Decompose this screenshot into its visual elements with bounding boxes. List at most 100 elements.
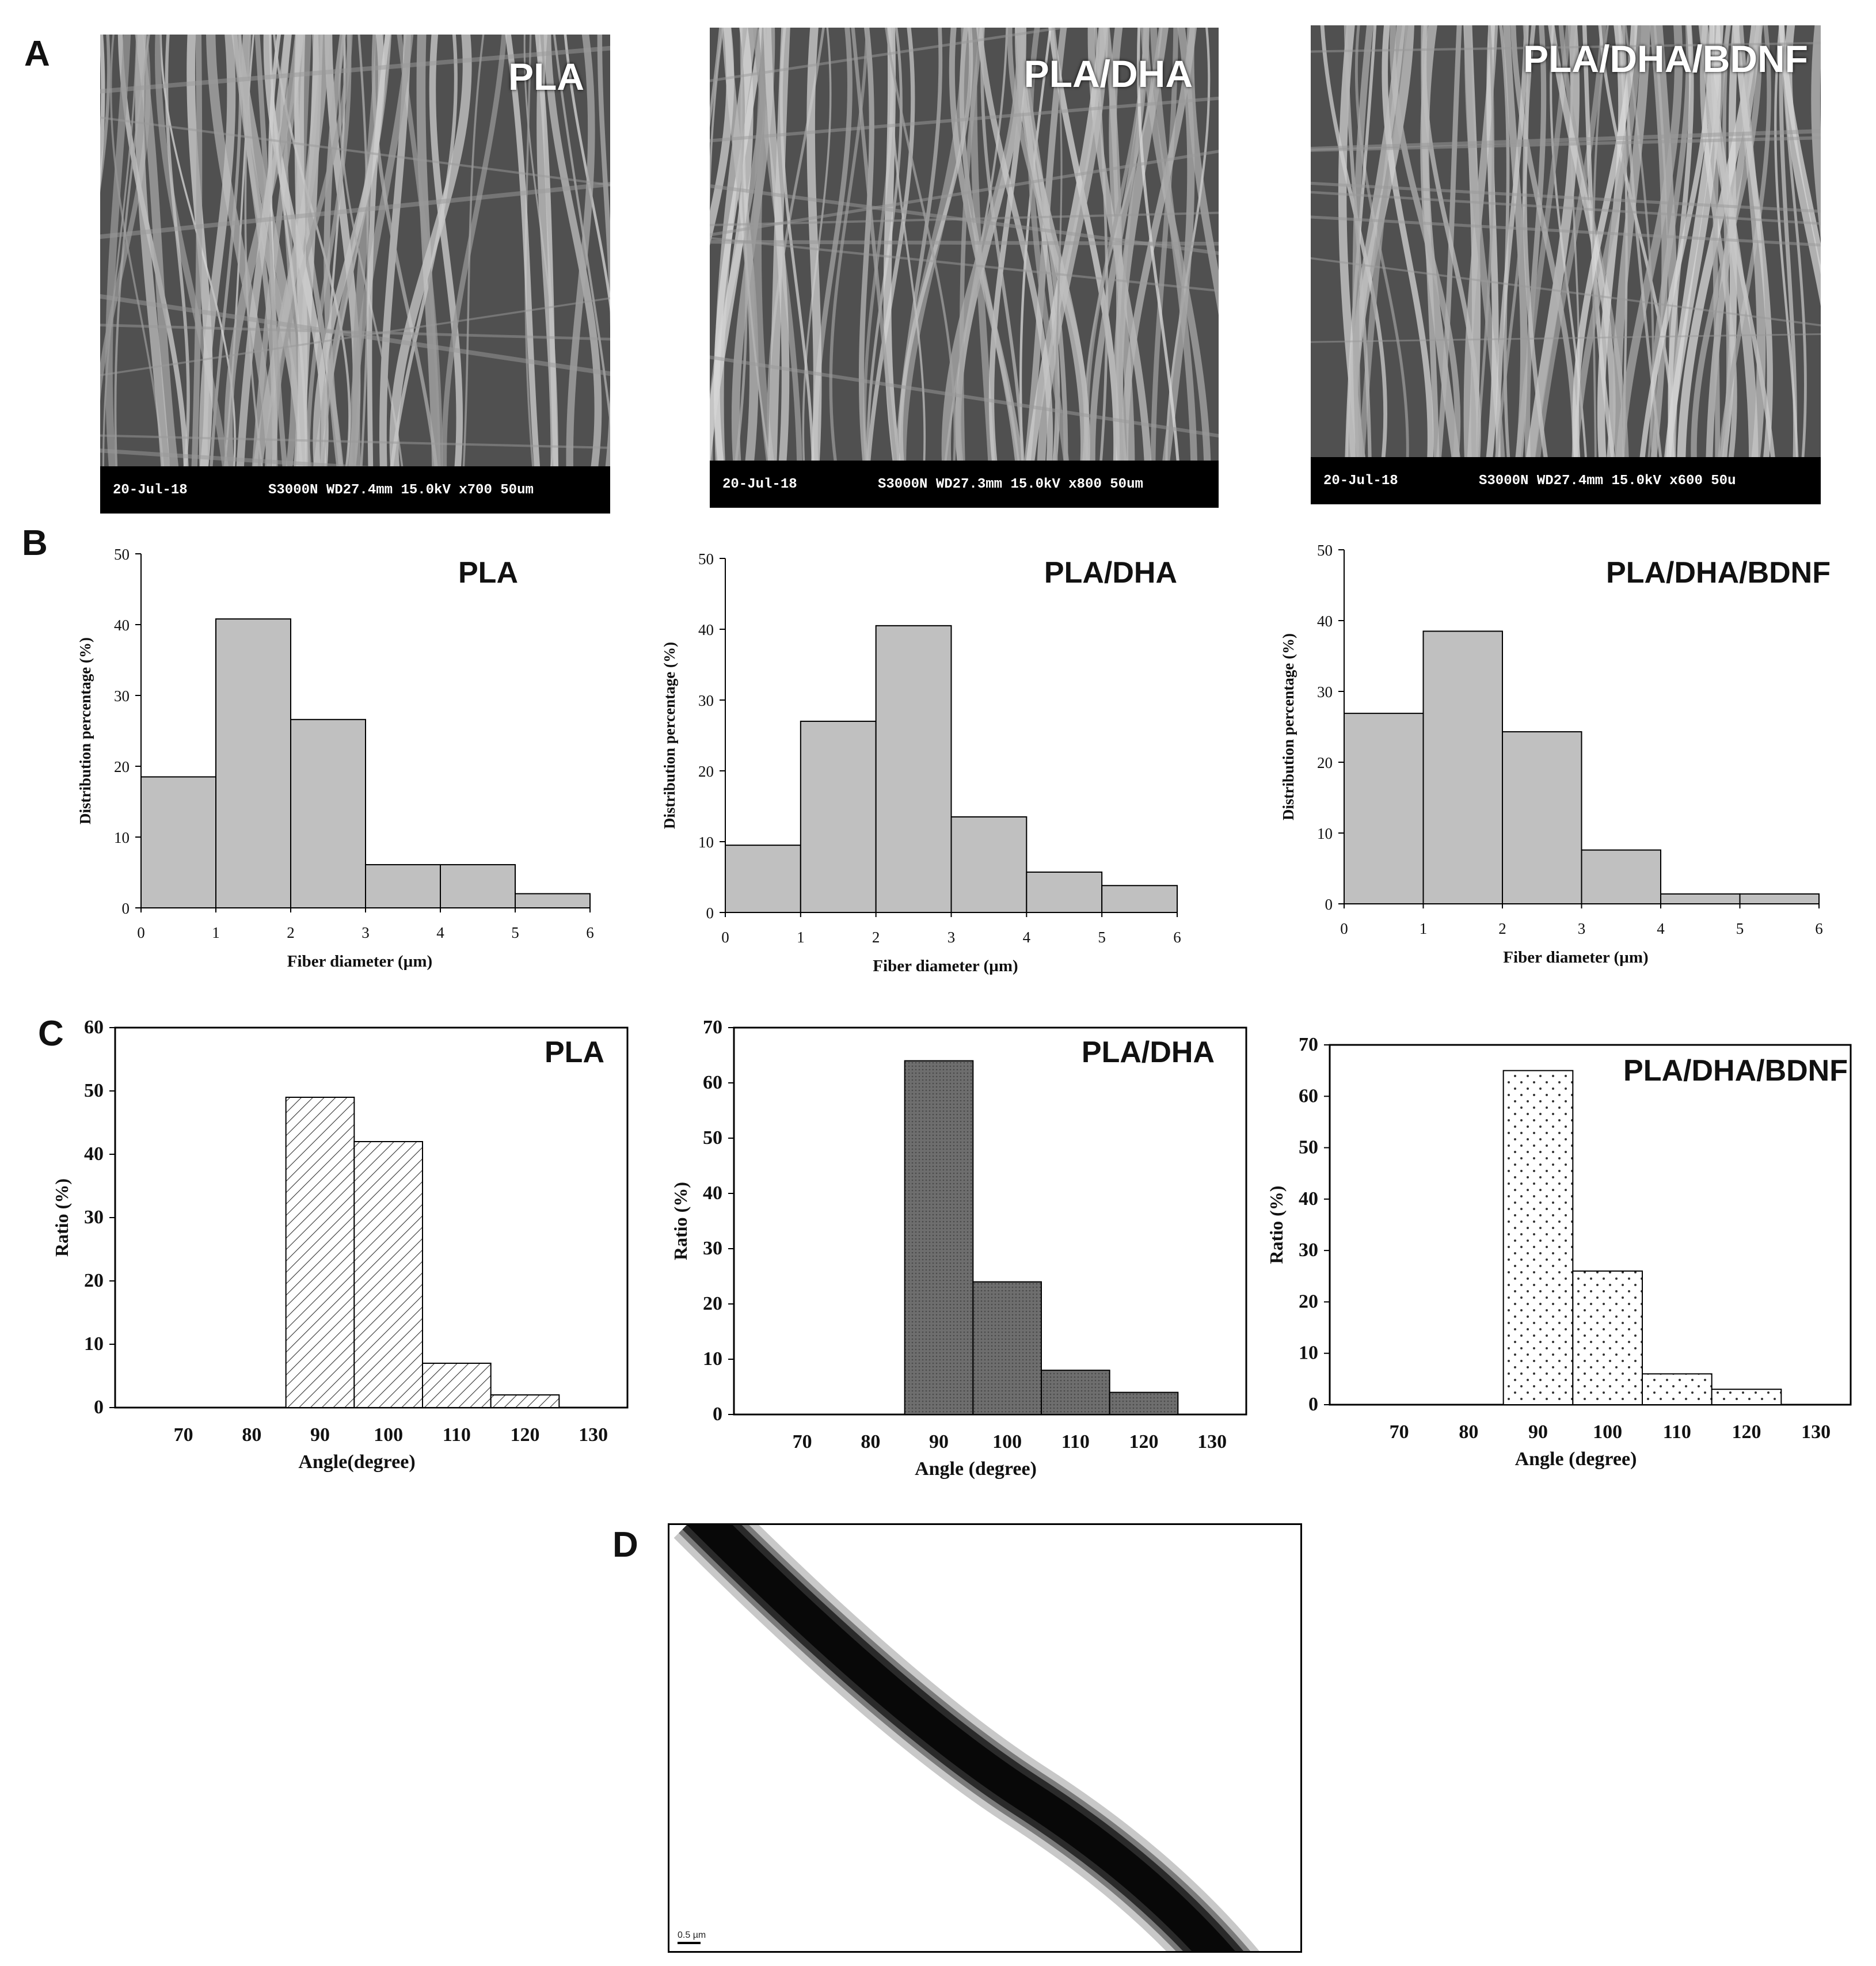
bar bbox=[215, 618, 291, 908]
bar bbox=[1502, 731, 1582, 904]
x-tick-label: 100 bbox=[374, 1424, 403, 1446]
y-tick-label: 10 bbox=[1317, 825, 1333, 842]
x-tick-label: 80 bbox=[861, 1431, 880, 1452]
y-tick-label: 40 bbox=[1317, 613, 1333, 630]
x-tick-label: 3 bbox=[361, 924, 370, 941]
x-tick-label: 4 bbox=[436, 924, 444, 941]
scale-bar: 0.5 µm bbox=[678, 1930, 706, 1944]
x-tick-label: 70 bbox=[793, 1431, 812, 1452]
x-axis-label: Fiber diameter (µm) bbox=[287, 952, 432, 971]
x-tick-label: 130 bbox=[1197, 1431, 1227, 1452]
bar bbox=[1344, 713, 1424, 904]
y-axis-label: Ratio (%) bbox=[51, 1178, 72, 1257]
y-tick-label: 50 bbox=[114, 546, 130, 563]
sem-title: PLA/DHA/BDNF bbox=[1523, 37, 1808, 80]
x-tick-label: 2 bbox=[1498, 920, 1506, 937]
chart-title: PLA bbox=[458, 556, 518, 590]
bar bbox=[1502, 1070, 1574, 1405]
y-tick-label: 10 bbox=[114, 829, 130, 846]
y-tick-label: 40 bbox=[698, 621, 714, 638]
chart-angle-pla-dha-bdnf: 0 10 20 30 40 50 60 70 70 80 90 100 110 120 130 Angle (… bbox=[1266, 1016, 1865, 1477]
x-tick-label: 70 bbox=[174, 1424, 193, 1446]
y-tick-label: 50 bbox=[703, 1127, 722, 1149]
panel-label-d: D bbox=[612, 1525, 638, 1565]
y-tick-label: 50 bbox=[1299, 1137, 1318, 1158]
y-tick-label: 10 bbox=[1299, 1343, 1318, 1364]
sem-info-bar: 20-Jul-18 S3000N WD27.4mm 15.0kV x600 50… bbox=[1311, 457, 1821, 504]
x-tick-label: 6 bbox=[586, 924, 594, 941]
bar bbox=[1109, 1391, 1179, 1415]
x-tick-label: 130 bbox=[1801, 1421, 1831, 1443]
x-tick-label: 1 bbox=[1420, 920, 1428, 937]
chart-diameter-pla-dha-bdnf: 0 10 20 30 40 50 0 1 2 3 4 5 6 Fiber diameter (µm) Dis… bbox=[1255, 542, 1848, 984]
sem-image-pla-dha-bdnf: PLA/DHA/BDNF 20-Jul-18 S3000N WD27.4mm 1… bbox=[1311, 25, 1821, 504]
fiber-texture bbox=[710, 28, 1219, 461]
chart-title: PLA/DHA/BDNF bbox=[1623, 1054, 1848, 1087]
y-tick-label: 50 bbox=[698, 550, 714, 568]
bar bbox=[422, 1363, 492, 1408]
x-tick-label: 110 bbox=[1061, 1431, 1090, 1452]
y-tick-label: 0 bbox=[713, 1404, 722, 1425]
sem-params: S3000N WD27.4mm 15.0kV x600 50u bbox=[1479, 473, 1736, 489]
x-tick-label: 3 bbox=[1578, 920, 1586, 937]
bar bbox=[515, 893, 591, 909]
x-tick-label: 110 bbox=[443, 1424, 471, 1446]
x-axis-label: Angle (degree) bbox=[1515, 1448, 1637, 1470]
y-tick-label: 40 bbox=[703, 1182, 722, 1204]
sem-image-pla-dha: PLA/DHA 20-Jul-18 S3000N WD27.3mm 15.0kV… bbox=[710, 28, 1219, 508]
y-tick-label: 70 bbox=[703, 1017, 722, 1038]
sem-title: PLA bbox=[508, 55, 584, 98]
y-tick-label: 20 bbox=[114, 758, 130, 775]
y-tick-label: 40 bbox=[1299, 1188, 1318, 1210]
bar bbox=[1739, 893, 1820, 905]
bar bbox=[1026, 871, 1103, 914]
x-tick-label: 90 bbox=[1528, 1421, 1548, 1443]
y-tick-label: 0 bbox=[1308, 1394, 1318, 1415]
panel-label-b: B bbox=[22, 523, 48, 563]
x-tick-label: 70 bbox=[1390, 1421, 1409, 1443]
tem-fiber bbox=[673, 1525, 1259, 1951]
y-tick-label: 30 bbox=[1299, 1239, 1318, 1261]
x-tick-label: 5 bbox=[511, 924, 519, 941]
y-tick-label: 30 bbox=[114, 687, 130, 705]
sem-date: 20-Jul-18 bbox=[722, 476, 797, 492]
y-tick-label: 10 bbox=[84, 1333, 104, 1355]
y-axis-label: Distribution percentage (%) bbox=[77, 637, 94, 824]
x-tick-label: 90 bbox=[929, 1431, 949, 1452]
sem-info-bar: 20-Jul-18 S3000N WD27.3mm 15.0kV x800 50… bbox=[710, 461, 1219, 508]
x-tick-label: 100 bbox=[992, 1431, 1022, 1452]
bar bbox=[490, 1394, 560, 1408]
x-axis-label: Fiber diameter (µm) bbox=[873, 957, 1018, 975]
bar bbox=[440, 864, 516, 908]
chart-diameter-pla-dha: 0 10 20 30 40 50 0 1 2 3 4 5 6 Fiber diameter (µm) Dis… bbox=[633, 547, 1209, 984]
y-tick-label: 20 bbox=[1299, 1291, 1318, 1312]
sem-image-pla: PLA 20-Jul-18 S3000N WD27.4mm 15.0kV x70… bbox=[100, 35, 610, 514]
y-tick-label: 30 bbox=[1317, 683, 1333, 701]
x-axis-label: Fiber diameter (µm) bbox=[1503, 948, 1648, 967]
y-axis-label: Ratio (%) bbox=[1266, 1186, 1287, 1264]
y-tick-label: 70 bbox=[1299, 1034, 1318, 1055]
y-axis-label: Distribution percentage (%) bbox=[1280, 633, 1297, 820]
bar bbox=[950, 816, 1028, 914]
y-tick-label: 0 bbox=[94, 1397, 104, 1418]
bar bbox=[1422, 630, 1503, 904]
y-tick-label: 10 bbox=[698, 834, 714, 851]
x-tick-label: 0 bbox=[1340, 920, 1348, 937]
bar bbox=[800, 720, 877, 913]
x-tick-label: 1 bbox=[797, 929, 805, 946]
chart-title: PLA bbox=[545, 1036, 604, 1069]
x-tick-label: 110 bbox=[1663, 1421, 1691, 1443]
chart-title: PLA/DHA bbox=[1082, 1036, 1215, 1069]
x-tick-label: 3 bbox=[947, 929, 956, 946]
chart-title: PLA/DHA/BDNF bbox=[1606, 556, 1831, 590]
y-tick-label: 60 bbox=[84, 1017, 104, 1038]
x-tick-label: 5 bbox=[1736, 920, 1744, 937]
sem-date: 20-Jul-18 bbox=[1323, 473, 1398, 489]
x-tick-label: 1 bbox=[212, 924, 220, 941]
y-tick-label: 60 bbox=[1299, 1085, 1318, 1106]
y-tick-label: 20 bbox=[84, 1270, 104, 1291]
y-tick-label: 20 bbox=[703, 1293, 722, 1314]
x-tick-label: 4 bbox=[1657, 920, 1665, 937]
bar bbox=[1642, 1373, 1713, 1406]
bar bbox=[140, 776, 216, 909]
